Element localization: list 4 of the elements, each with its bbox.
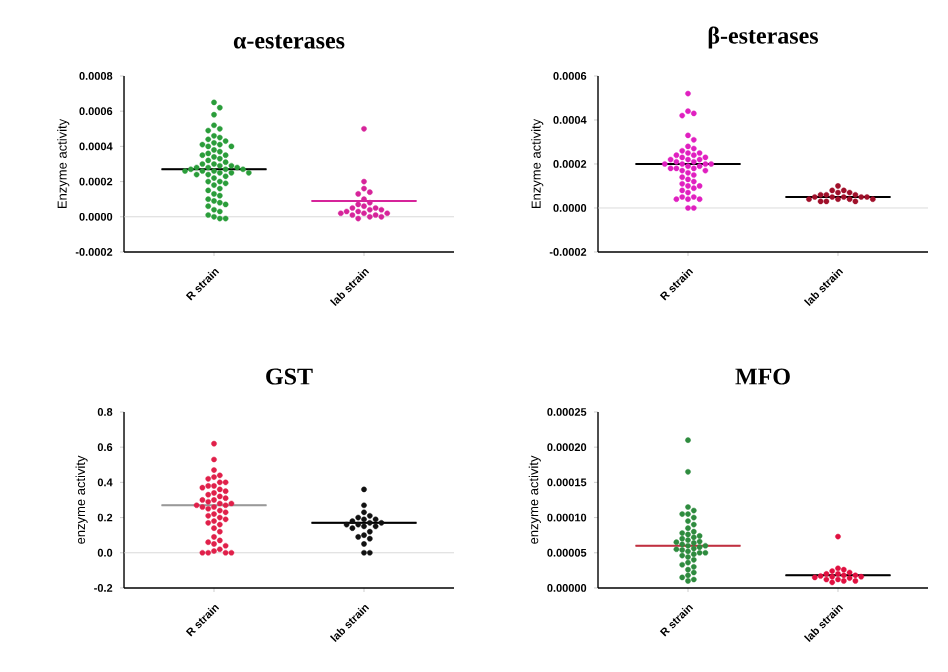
chart-title: α-esterases <box>233 34 345 49</box>
chart-title: β-esterases <box>708 26 819 49</box>
chart-title: MFO <box>735 368 790 385</box>
chart-title: GST <box>266 368 313 385</box>
